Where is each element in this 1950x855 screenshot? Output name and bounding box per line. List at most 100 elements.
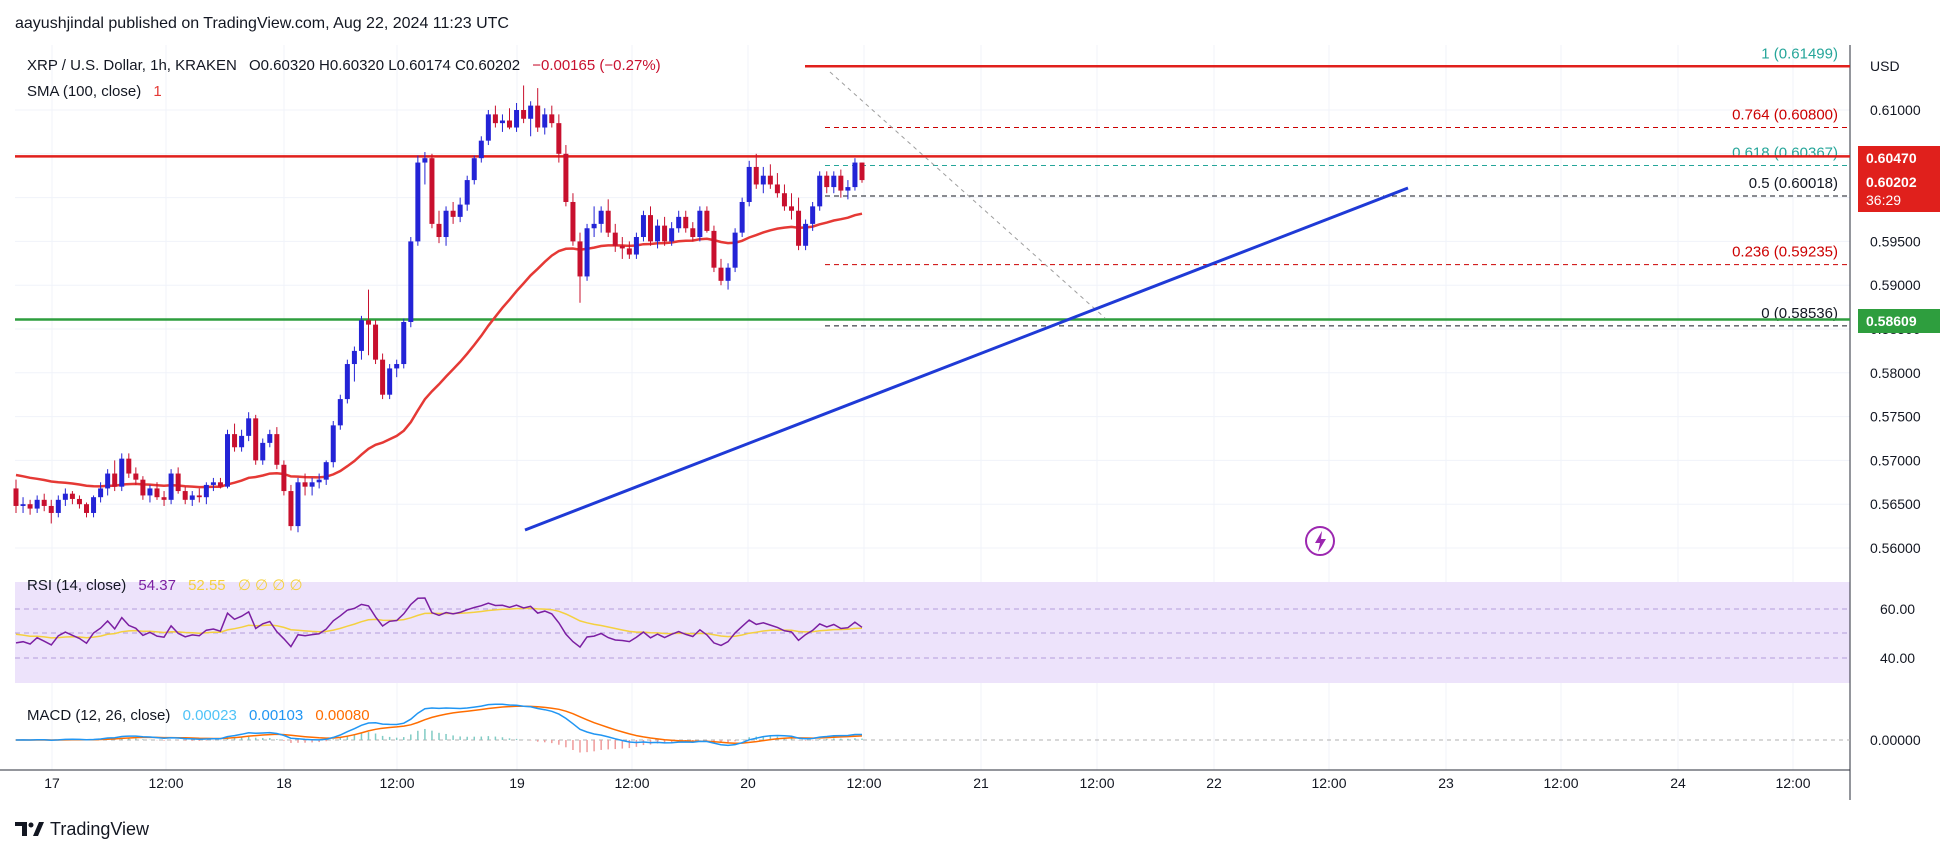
candle-body: [182, 491, 188, 500]
candle-body: [619, 245, 625, 249]
legend-rsi: RSI (14, close) 54.37 52.55 ∅ ∅ ∅ ∅: [27, 577, 303, 594]
candle-body: [366, 320, 371, 325]
candle-body: [13, 488, 19, 506]
candle-body: [817, 175, 823, 207]
fib-level-label: 1 (0.61499): [1761, 45, 1838, 62]
candle-body: [133, 473, 139, 480]
candle-body: [591, 223, 597, 229]
candle-body: [154, 488, 160, 498]
candle-body: [422, 158, 428, 163]
candle-body: [845, 187, 851, 191]
candle-body: [373, 324, 379, 360]
candle-body: [556, 123, 562, 154]
footer-brand: TradingView: [50, 819, 150, 839]
resistance-tag: 0.60470: [1858, 146, 1940, 170]
candle-body: [34, 499, 40, 509]
time-tick-label: 12:00: [148, 775, 183, 791]
candle-body: [380, 359, 386, 395]
lightning-icon[interactable]: [1305, 526, 1335, 556]
candle-body: [718, 267, 724, 281]
legend-ohlc: O0.60320 H0.60320 L0.60174 C0.60202: [249, 57, 520, 74]
published-by: aayushjindal published on TradingView.co…: [15, 15, 509, 32]
candle-body: [746, 166, 752, 202]
candle-body: [91, 497, 97, 513]
price-tick-label: 0.56500: [1870, 496, 1921, 512]
currency-label: USD: [1870, 58, 1900, 74]
candle-body: [577, 241, 583, 277]
candle-body: [492, 114, 498, 124]
time-axis: 17 12:00 18 12:00 19 12:00 20 12:00 21 12:00 22 12:…: [44, 775, 1811, 791]
legend-change: −0.00165 (−0.27%): [532, 57, 660, 74]
candle-body: [859, 162, 865, 181]
candle-body: [203, 484, 209, 498]
candle-body: [394, 364, 400, 369]
time-tick-label: 12:00: [1311, 775, 1346, 791]
candle-body: [514, 110, 520, 128]
candle-body: [210, 482, 216, 485]
candle-body: [507, 120, 512, 128]
legend-rsi-extra: ∅ ∅ ∅ ∅: [238, 577, 303, 594]
fib-level-label: 0.618 (0.60367): [1732, 144, 1838, 161]
candle-body: [330, 425, 336, 463]
legend-macd-v2: 0.00103: [249, 707, 303, 724]
candle-body: [84, 504, 89, 513]
candle-body: [725, 267, 731, 281]
candle-body: [175, 473, 181, 492]
candle-body: [789, 206, 794, 211]
candle-body: [147, 488, 153, 496]
candle-body: [55, 499, 61, 513]
candle-body: [281, 464, 287, 492]
macd-axis: 0.00000: [1870, 732, 1921, 748]
time-tick-label: 12:00: [1775, 775, 1810, 791]
last-price-tag: 0.60202 36:29: [1858, 170, 1940, 212]
candle-body: [528, 105, 534, 119]
candle-body: [436, 223, 442, 238]
candle-body: [796, 210, 802, 246]
candle-body: [633, 237, 639, 255]
price-tick-label: 0.59500: [1870, 233, 1921, 249]
fib-level-label: 0.5 (0.60018): [1749, 175, 1838, 192]
candle-body: [781, 193, 787, 207]
candle-body: [767, 175, 773, 185]
candle-body: [358, 320, 364, 351]
candle-body: [253, 418, 259, 461]
time-tick-label: 12:00: [846, 775, 881, 791]
time-tick-label: 24: [1670, 775, 1686, 791]
legend-rsi-label: RSI (14, close): [27, 577, 126, 594]
candle-body: [316, 479, 322, 483]
candle-body: [626, 248, 632, 255]
candle-body: [584, 228, 590, 277]
tradingview-logo: [15, 822, 44, 836]
candle-body: [753, 166, 759, 185]
candle-body: [655, 225, 661, 242]
candle-body: [41, 499, 47, 506]
time-tick-label: 12:00: [1079, 775, 1114, 791]
legend-sma: SMA (100, close) 1: [27, 83, 162, 100]
candle-body: [598, 210, 604, 224]
legend-sma-label: SMA (100, close): [27, 83, 141, 100]
candle-body: [732, 232, 738, 268]
legend-rsi-ma-value: 52.55: [188, 577, 226, 594]
macd-tick-label: 0.00000: [1870, 732, 1921, 748]
candle-body: [225, 434, 230, 487]
candle-body: [774, 184, 780, 194]
candle-body: [295, 482, 301, 527]
rsi-ma-line: [15, 607, 863, 639]
fib-levels: 1 (0.61499) 0.764 (0.60800) 0.618 (0.60367…: [825, 45, 1850, 327]
horizontal-grid: [15, 109, 1850, 549]
candle-body: [161, 497, 167, 500]
legend-macd-v1: 0.00023: [183, 707, 237, 724]
candle-body: [232, 434, 238, 448]
candle-body: [831, 175, 837, 188]
candle-body: [549, 114, 555, 124]
candle-body: [98, 488, 104, 498]
time-tick-label: 19: [509, 775, 525, 791]
price-tick-label: 0.56000: [1870, 540, 1921, 556]
candle-body: [450, 210, 456, 217]
candle-body: [119, 458, 125, 487]
candle-body: [803, 223, 809, 246]
time-tick-label: 18: [276, 775, 292, 791]
candle-body: [690, 228, 696, 238]
trend-line: [524, 186, 1409, 532]
